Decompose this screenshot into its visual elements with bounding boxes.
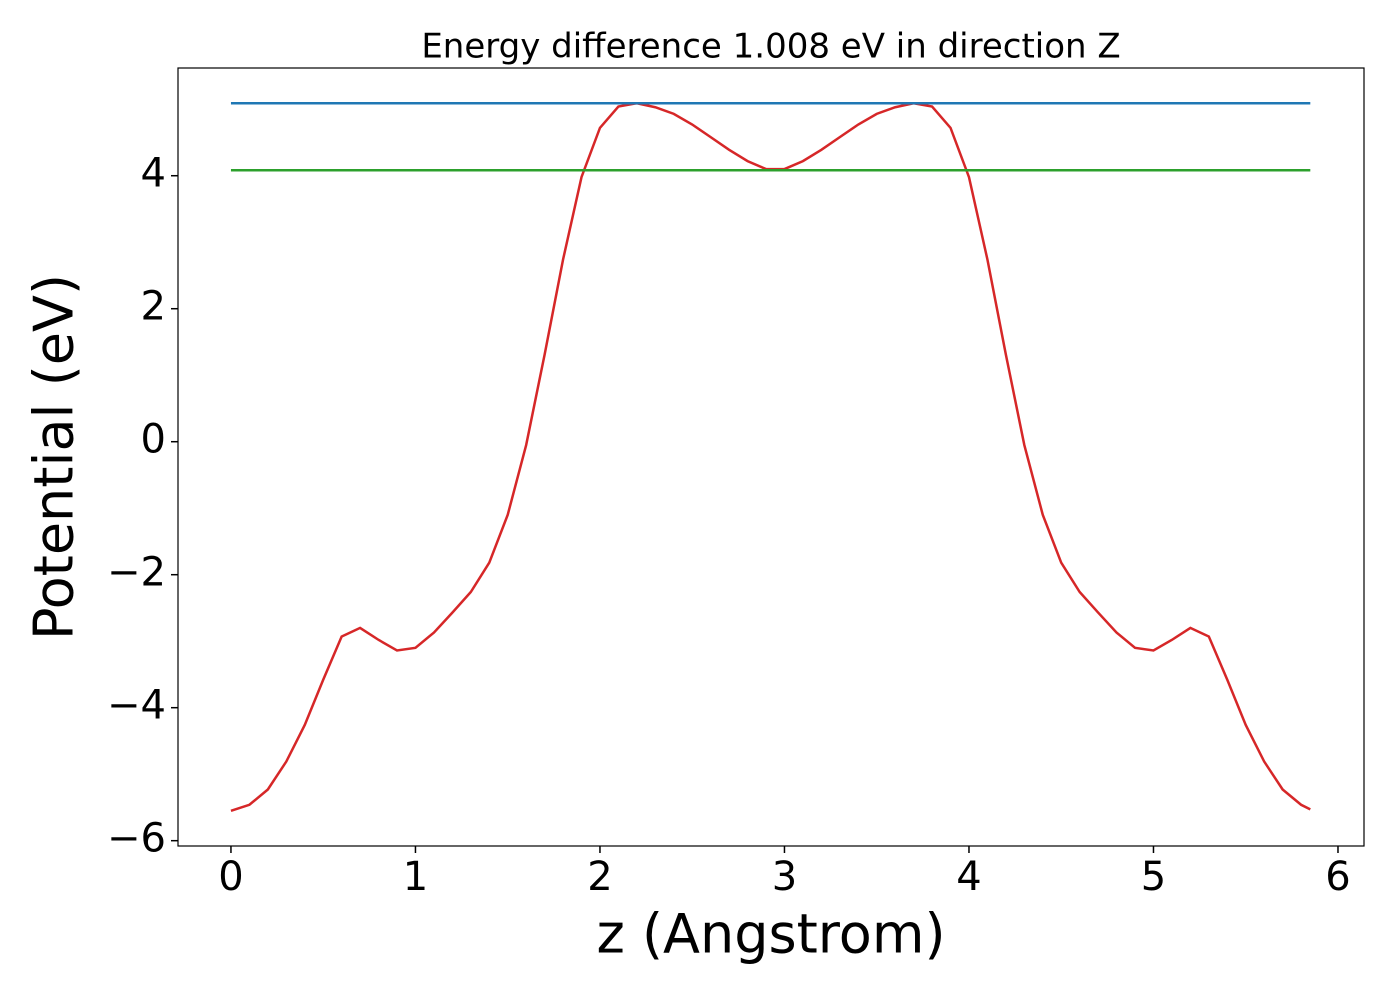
y-tick-label: 2 [141, 284, 166, 330]
y-tick-label: −6 [107, 816, 166, 862]
x-tick-label: 4 [956, 854, 981, 900]
x-tick-label: 6 [1325, 854, 1350, 900]
x-tick-label: 2 [587, 854, 612, 900]
chart-title: Energy difference 1.008 eV in direction … [421, 27, 1120, 67]
y-tick-label: −4 [107, 683, 166, 729]
x-axis-label: z (Angstrom) [596, 903, 945, 966]
y-tick-label: −2 [107, 550, 166, 596]
y-axis-label: Potential (eV) [23, 274, 86, 640]
x-tick-label: 0 [218, 854, 243, 900]
x-tick-label: 1 [403, 854, 428, 900]
plot-frame [177, 67, 1365, 847]
y-tick-label: 4 [141, 151, 166, 197]
data-line [230, 101, 1311, 812]
y-tick-label: 0 [141, 417, 166, 463]
x-tick-label: 3 [772, 854, 797, 900]
x-tick-label: 5 [1141, 854, 1166, 900]
